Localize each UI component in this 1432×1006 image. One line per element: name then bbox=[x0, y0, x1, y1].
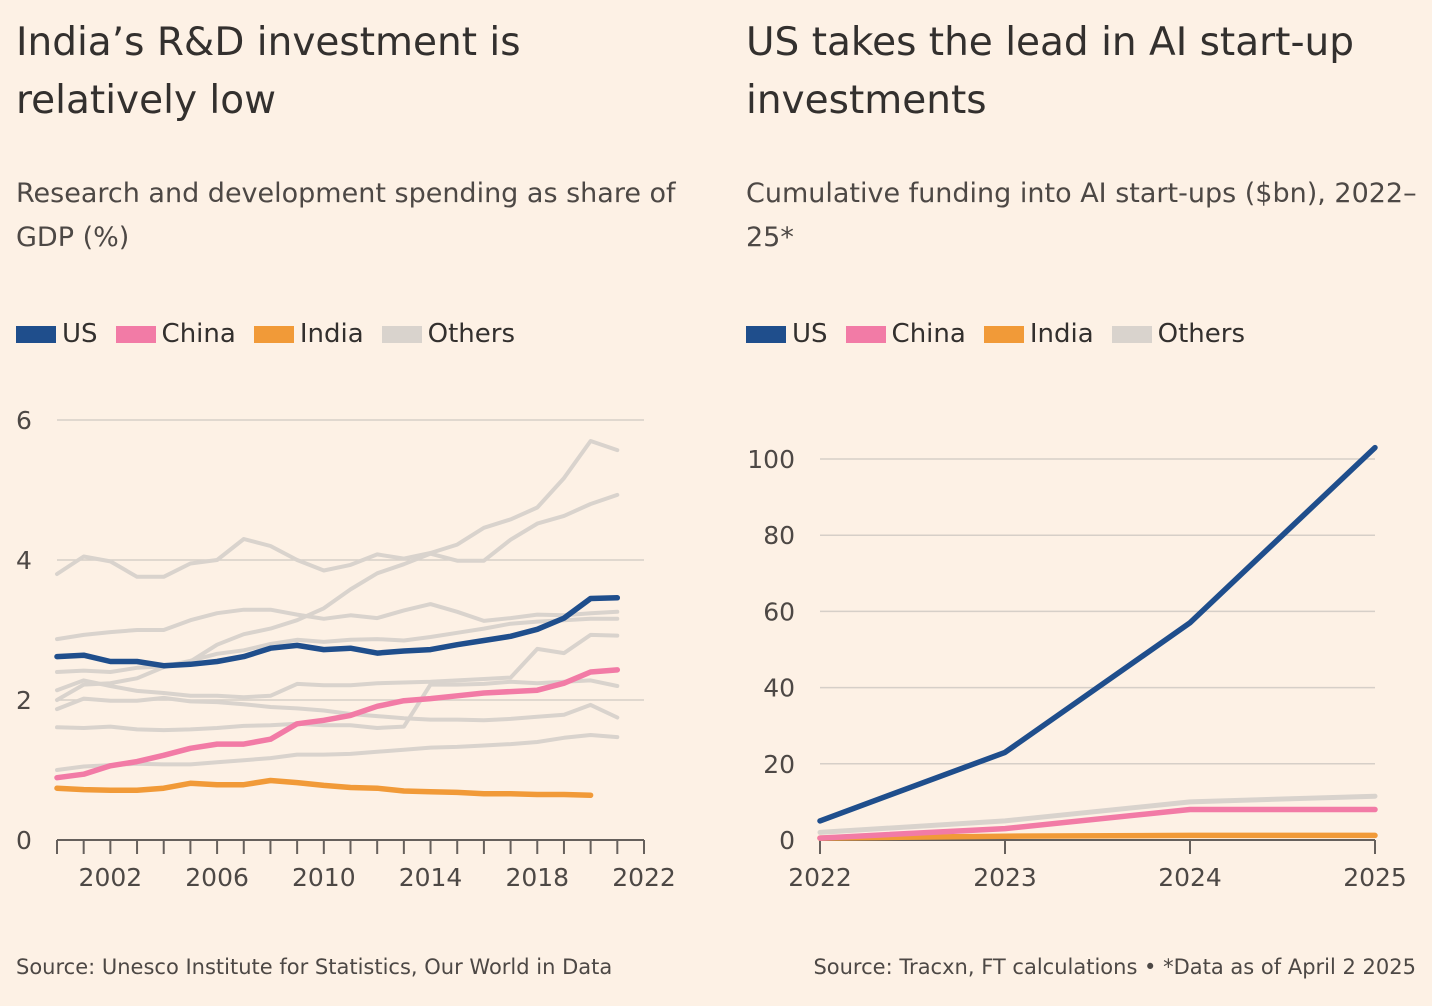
rd-line-chart: 0 2 4 6 2002 2006 2010 2014 2018 2022 bbox=[16, 406, 676, 892]
series-line-us bbox=[817, 444, 1378, 824]
y-tick-label: 80 bbox=[763, 521, 795, 550]
series-line-others bbox=[817, 793, 1378, 835]
legend-swatch-others bbox=[1111, 325, 1152, 343]
chart-title: US takes the lead in AI start-up investm… bbox=[746, 20, 1354, 123]
chart-title: India’s R&D investment is relatively low bbox=[16, 20, 521, 123]
legend-label-india: India bbox=[1029, 319, 1094, 349]
y-tick-label: 2 bbox=[16, 686, 32, 715]
legend-label-china: China bbox=[891, 319, 966, 349]
legend-swatch-india bbox=[253, 325, 294, 343]
x-tick-label: 2014 bbox=[399, 863, 463, 892]
legend-swatch-us bbox=[16, 325, 56, 343]
series-line-others bbox=[55, 492, 620, 702]
y-tick-label: 100 bbox=[747, 445, 795, 474]
legend-swatch-us bbox=[746, 325, 786, 343]
x-tick-label: 2023 bbox=[973, 863, 1037, 892]
series-line-others bbox=[55, 695, 620, 723]
series-line-others bbox=[55, 616, 620, 674]
legend-label-us: US bbox=[62, 319, 98, 349]
x-tick-label: 2025 bbox=[1343, 863, 1407, 892]
series-line-india bbox=[817, 832, 1378, 841]
legend-label-china: China bbox=[161, 319, 236, 349]
ai-funding-line-chart: 0 20 40 60 80 100 2022 2023 2024 2025 bbox=[747, 444, 1407, 892]
legend-swatch-china bbox=[845, 325, 886, 343]
chart-source: Source: Unesco Institute for Statistics,… bbox=[16, 955, 613, 979]
y-tick-label: 40 bbox=[763, 674, 795, 703]
chart-legend: US China India Others bbox=[746, 316, 1263, 352]
series-line-others bbox=[55, 678, 620, 733]
legend-item-others: Others bbox=[381, 319, 516, 349]
chart-subtitle: Research and development spending as sha… bbox=[16, 178, 676, 253]
y-tick-label: 4 bbox=[16, 546, 32, 575]
x-tick-label: 2022 bbox=[612, 863, 676, 892]
legend-label-india: India bbox=[299, 319, 364, 349]
x-tick-label: 2006 bbox=[185, 863, 249, 892]
x-tick-label: 2010 bbox=[292, 863, 356, 892]
legend-label-us: US bbox=[792, 319, 828, 349]
chart-subtitle: Cumulative funding into AI start-ups ($b… bbox=[746, 178, 1417, 253]
series-line-others bbox=[55, 733, 620, 772]
x-tick-label: 2018 bbox=[505, 863, 569, 892]
y-tick-label: 20 bbox=[763, 750, 795, 779]
x-tick-label: 2002 bbox=[79, 863, 143, 892]
legend-label-others: Others bbox=[427, 319, 516, 349]
x-tick-label: 2022 bbox=[788, 863, 852, 892]
y-tick-label: 0 bbox=[779, 826, 795, 855]
legend-item-us: US bbox=[16, 319, 98, 349]
legend-item-india: India bbox=[253, 319, 364, 349]
series-line-us bbox=[54, 595, 621, 669]
legend-item-india: India bbox=[983, 319, 1094, 349]
legend-item-china: China bbox=[845, 319, 966, 349]
legend-swatch-china bbox=[115, 325, 156, 343]
y-tick-label: 6 bbox=[16, 406, 32, 435]
legend-item-china: China bbox=[115, 319, 236, 349]
y-tick-label: 0 bbox=[16, 826, 32, 855]
series-line-others bbox=[55, 439, 620, 579]
legend-label-others: Others bbox=[1157, 319, 1246, 349]
legend-swatch-india bbox=[983, 325, 1024, 343]
series-line-others bbox=[55, 602, 620, 642]
series-line-india bbox=[54, 777, 594, 798]
chart-source: Source: Tracxn, FT calculations • *Data … bbox=[813, 955, 1416, 979]
y-tick-label: 60 bbox=[763, 597, 795, 626]
series-line-china bbox=[817, 806, 1378, 841]
rd-chart-panel: India’s R&D investment is relatively low… bbox=[0, 0, 700, 1006]
series-line-china bbox=[54, 667, 621, 781]
legend-item-others: Others bbox=[1111, 319, 1246, 349]
legend-swatch-others bbox=[381, 325, 422, 343]
ai-funding-chart-panel: US takes the lead in AI start-up investm… bbox=[730, 0, 1432, 1006]
series-line-others bbox=[55, 632, 620, 700]
x-tick-label: 2024 bbox=[1158, 863, 1222, 892]
legend-item-us: US bbox=[746, 319, 828, 349]
chart-legend: US China India Others bbox=[16, 316, 533, 352]
